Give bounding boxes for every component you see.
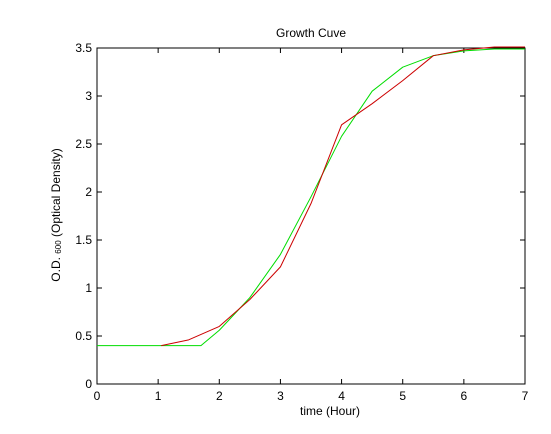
x-axis-label: time (Hour) [300, 404, 360, 418]
x-tick-label: 7 [522, 389, 529, 403]
x-tick-label: 4 [338, 389, 345, 403]
y-axis-label-prefix: O.D. [49, 254, 63, 282]
x-tick-label: 0 [94, 389, 101, 403]
x-tick-label: 1 [155, 389, 162, 403]
x-tick-label: 6 [461, 389, 468, 403]
y-tick-label: 2.5 [75, 137, 92, 151]
chart-title: Growth Cuve [276, 26, 346, 40]
x-tick-label: 2 [216, 389, 223, 403]
y-tick-label: 1 [85, 281, 92, 295]
y-tick-label: 3 [85, 89, 92, 103]
plot-area [96, 47, 526, 385]
series-line-red [161, 46, 525, 347]
x-axis-ticks: 0 1 2 3 4 5 6 7 [94, 48, 529, 403]
x-tick-label: 3 [277, 389, 284, 403]
series-layer [97, 46, 525, 347]
y-tick-label: 0.5 [75, 329, 92, 343]
y-axis-label: O.D. 600 (Optical Density) [49, 148, 63, 281]
y-axis-label-suffix: (Optical Density) [49, 148, 63, 240]
y-axis-label-subscript: 600 [54, 240, 63, 254]
y-tick-label: 1.5 [75, 233, 92, 247]
y-tick-label: 2 [85, 185, 92, 199]
y-axis-ticks: 0 0.5 1 1.5 2 2.5 3 3.5 [75, 41, 525, 391]
y-tick-label: 3.5 [75, 41, 92, 55]
y-tick-label: 0 [85, 377, 92, 391]
x-tick-label: 5 [399, 389, 406, 403]
